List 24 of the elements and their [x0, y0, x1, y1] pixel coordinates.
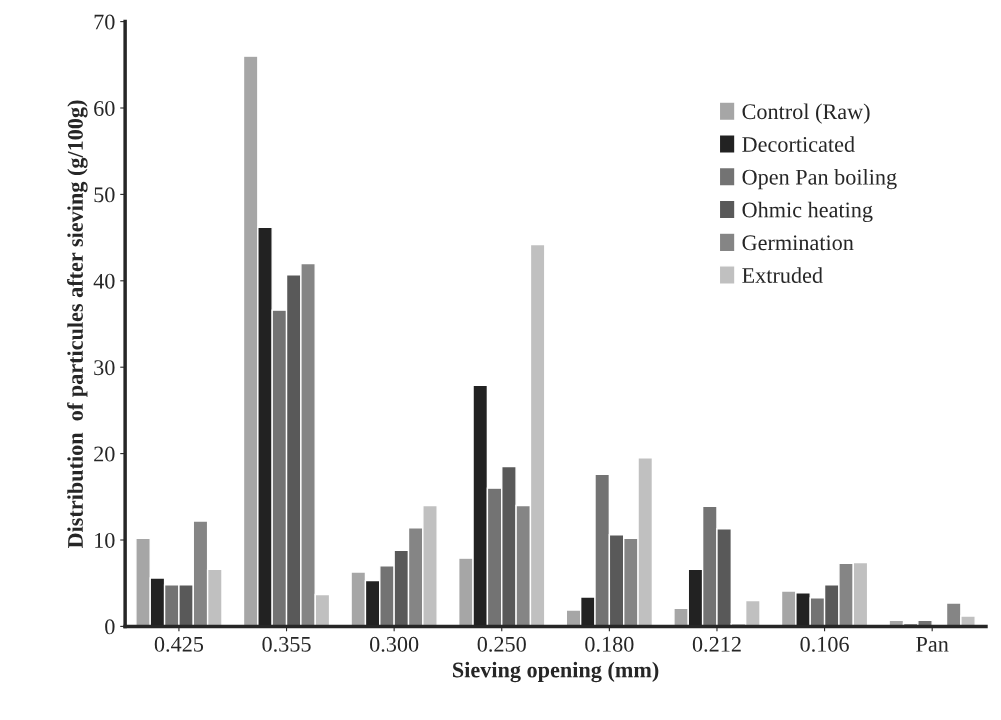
y-tick-label: 70 [94, 14, 115, 30]
y-axis-title: Distribution of particules after sieving (g/100g) [67, 100, 88, 549]
x-tick-label: 0.212 [692, 636, 741, 652]
y-tick-label: 50 [94, 187, 115, 203]
y-tick-label: 40 [93, 273, 115, 289]
legend-label: Ohmic heating [742, 201, 873, 223]
legend-label: Decorticated [742, 136, 855, 152]
y-tick-label: 30 [94, 360, 115, 376]
x-tick-label: 0.300 [369, 636, 419, 652]
x-tick-label: Pan [916, 636, 949, 652]
y-tick-label: 10 [95, 532, 115, 548]
legend-label: Open Pan boiling [742, 169, 897, 190]
x-tick-label: 0.106 [800, 636, 849, 652]
x-axis-title: Sieving opening (mm) [453, 661, 659, 683]
x-tick-label: 0.355 [262, 636, 311, 652]
legend-label: Extruded [742, 267, 823, 283]
x-tick-label: 0.425 [154, 636, 204, 652]
x-tick-label: 0.180 [585, 636, 634, 652]
y-tick-label: 20 [94, 446, 115, 462]
x-tick-label: 0.250 [477, 636, 526, 652]
y-tick-label: 0 [105, 619, 115, 635]
legend-label: Control (Raw) [742, 103, 870, 124]
y-tick-label: 60 [94, 100, 115, 116]
legend-label: Germination [742, 235, 854, 251]
